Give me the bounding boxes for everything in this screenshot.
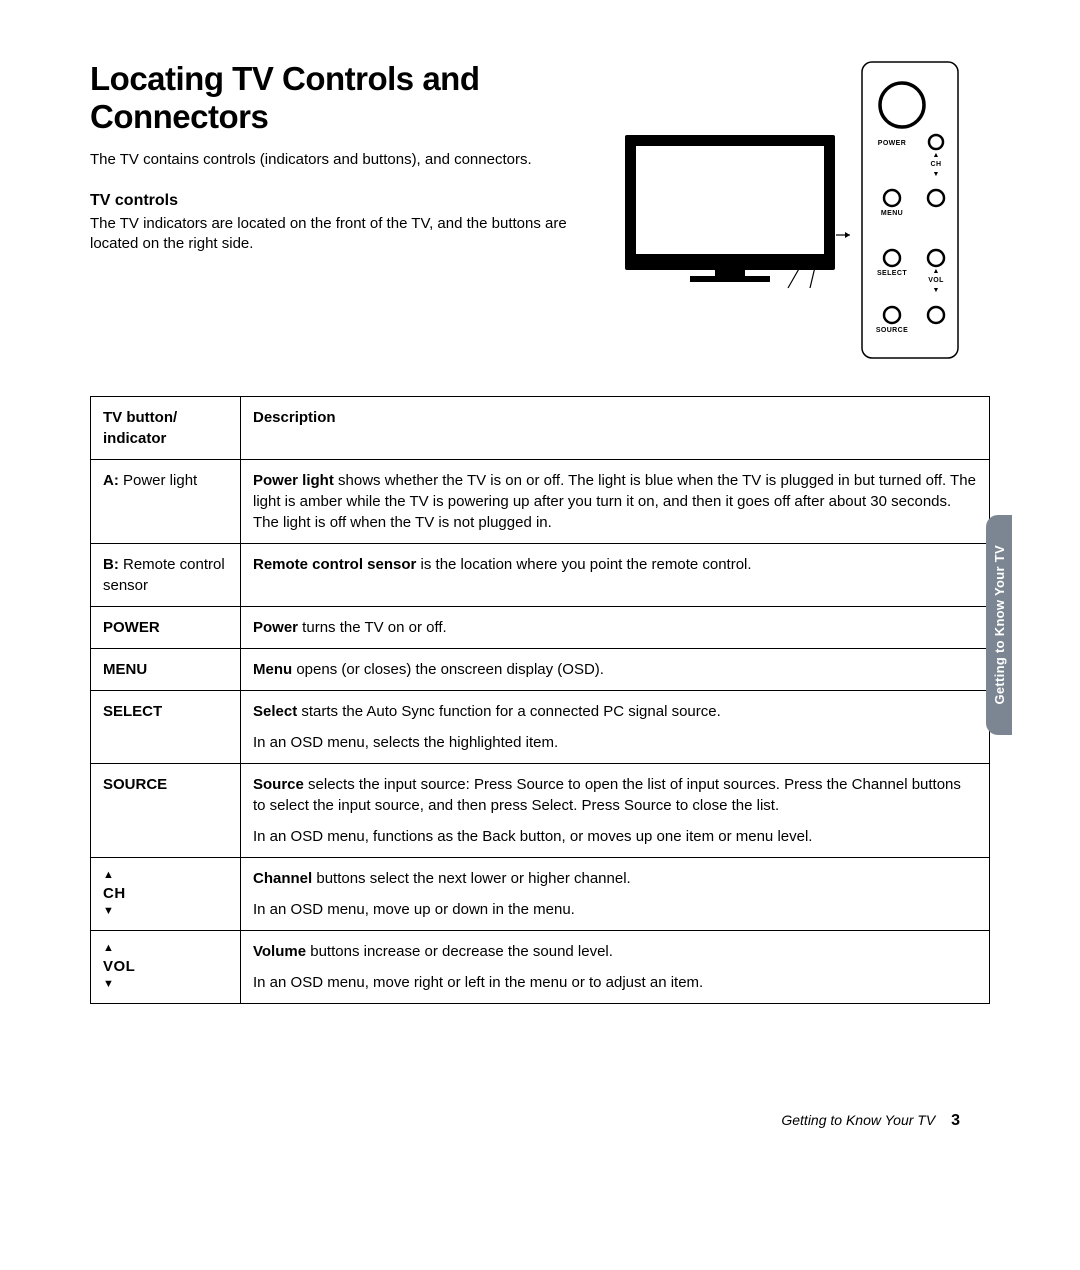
table-row: SELECT Select starts the Auto Sync funct… — [91, 691, 990, 764]
panel-ch-label: CH — [931, 161, 942, 168]
indicator-cell: MENU — [91, 649, 241, 691]
description-cell: Power light shows whether the TV is on o… — [241, 460, 990, 544]
indicator-cell-ch: ▲ CH ▼ — [91, 858, 241, 931]
description-cell: Volume buttons increase or decrease the … — [241, 931, 990, 1004]
footer-page-number: 3 — [951, 1112, 960, 1129]
svg-text:▲: ▲ — [933, 152, 940, 159]
table-row: ▲ VOL ▼ Volume buttons increase or decre… — [91, 931, 990, 1004]
section-side-tab: Getting to Know Your TV — [986, 515, 1012, 735]
header-indicator: TV button/ indicator — [91, 397, 241, 460]
page: Locating TV Controls and Connectors The … — [0, 0, 1080, 1270]
description-cell: Source selects the input source: Press S… — [241, 764, 990, 858]
panel-vol-label: VOL — [928, 277, 944, 284]
footer-section-name: Getting to Know Your TV — [781, 1112, 935, 1128]
arrow-up-icon: ▲ — [103, 941, 228, 956]
svg-text:▼: ▼ — [933, 287, 940, 294]
left-column: Locating TV Controls and Connectors The … — [90, 60, 570, 360]
top-content: Locating TV Controls and Connectors The … — [90, 60, 990, 360]
tv-diagram-icon: A B — [620, 60, 850, 290]
control-panel-diagram-icon: POWER ▲ CH ▼ MENU SELECT ▲ VOL ▼ SOURCE — [860, 60, 960, 360]
arrow-down-icon: ▼ — [103, 904, 228, 919]
description-cell: Channel buttons select the next lower or… — [241, 858, 990, 931]
controls-table: TV button/ indicator Description A: Powe… — [90, 396, 990, 1004]
indicator-cell-vol: ▲ VOL ▼ — [91, 931, 241, 1004]
table-row: MENU Menu opens (or closes) the onscreen… — [91, 649, 990, 691]
header-col1-line1: TV button/ — [103, 409, 177, 426]
header-col1-line2: indicator — [103, 430, 166, 447]
tv-controls-text: The TV indicators are located on the fro… — [90, 214, 570, 255]
svg-text:▲: ▲ — [933, 268, 940, 275]
tv-controls-heading: TV controls — [90, 192, 570, 210]
page-title: Locating TV Controls and Connectors — [90, 60, 570, 136]
description-cell: Power turns the TV on or off. — [241, 607, 990, 649]
table-row: SOURCE Source selects the input source: … — [91, 764, 990, 858]
panel-select-label: SELECT — [877, 270, 907, 277]
arrow-up-icon: ▲ — [103, 868, 228, 883]
indicator-cell: POWER — [91, 607, 241, 649]
header-description: Description — [241, 397, 990, 460]
description-cell: Remote control sensor is the location wh… — [241, 544, 990, 607]
indicator-cell: B: Remote control sensor — [91, 544, 241, 607]
table-row: B: Remote control sensor Remote control … — [91, 544, 990, 607]
arrow-down-icon: ▼ — [103, 977, 228, 992]
indicator-cell: SOURCE — [91, 764, 241, 858]
page-footer: Getting to Know Your TV 3 — [781, 1112, 960, 1130]
panel-menu-label: MENU — [881, 210, 903, 217]
table-row: POWER Power turns the TV on or off. — [91, 607, 990, 649]
svg-text:▼: ▼ — [933, 171, 940, 178]
intro-paragraph: The TV contains controls (indicators and… — [90, 150, 570, 170]
description-cell: Menu opens (or closes) the onscreen disp… — [241, 649, 990, 691]
indicator-cell: A: Power light — [91, 460, 241, 544]
table-row: A: Power light Power light shows whether… — [91, 460, 990, 544]
indicator-cell: SELECT — [91, 691, 241, 764]
description-cell: Select starts the Auto Sync function for… — [241, 691, 990, 764]
panel-source-label: SOURCE — [876, 327, 908, 334]
diagram-area: A B POWER ▲ CH ▼ MENU — [600, 60, 960, 360]
side-tab-label: Getting to Know Your TV — [992, 545, 1007, 705]
panel-power-label: POWER — [878, 140, 906, 147]
table-row: ▲ CH ▼ Channel buttons select the next l… — [91, 858, 990, 931]
table-header-row: TV button/ indicator Description — [91, 397, 990, 460]
